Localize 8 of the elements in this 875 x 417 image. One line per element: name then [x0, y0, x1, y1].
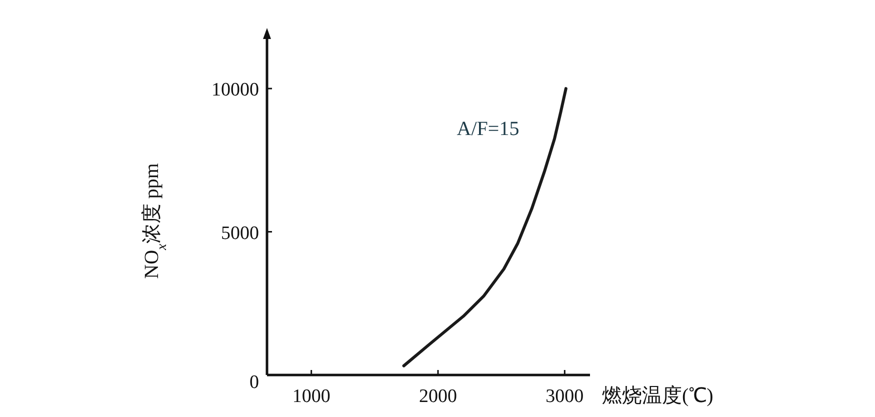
y-tick-label: 0 — [250, 372, 259, 393]
x-tick-label: 2000 — [419, 386, 457, 407]
series-label: A/F=15 — [456, 118, 520, 140]
x-tick-label: 1000 — [292, 386, 330, 407]
x-axis-title: 燃烧温度(℃) — [602, 385, 714, 407]
y-tick-label: 5000 — [221, 222, 259, 244]
x-tick-label: 3000 — [546, 386, 584, 407]
y-tick-label: 10000 — [212, 80, 259, 101]
